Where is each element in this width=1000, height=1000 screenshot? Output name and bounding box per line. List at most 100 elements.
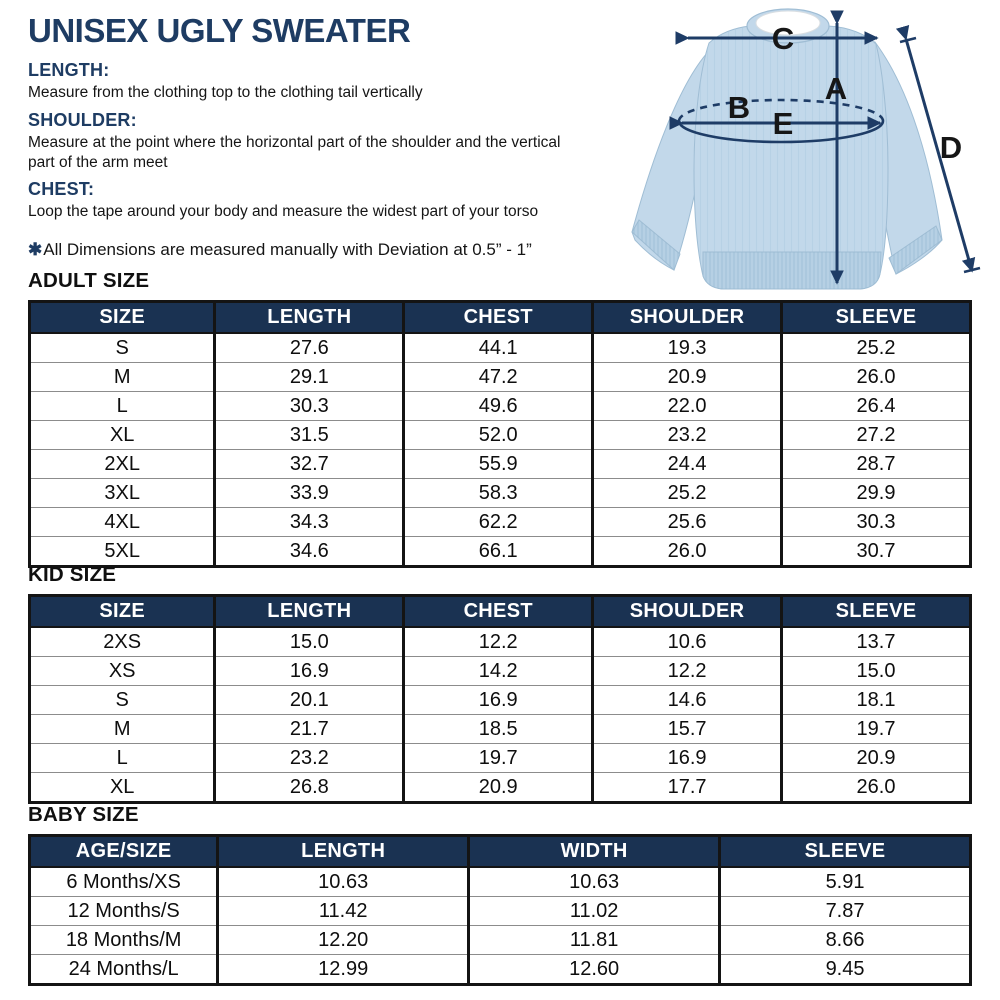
size-label-cell: 5XL: [29, 536, 215, 567]
definition-term-shoulder: SHOULDER:: [28, 109, 137, 130]
measurement-cell: 26.0: [591, 536, 782, 567]
size-label-cell: L: [29, 743, 215, 773]
size-label-cell: XL: [29, 420, 215, 450]
measurement-cell: 30.3: [213, 391, 404, 421]
measurement-cell: 14.6: [591, 685, 782, 715]
baby-size-section: BABY SIZE AGE/SIZE LENGTH WIDTH SLEEVE 6 Mo…: [28, 803, 972, 986]
size-label-cell: 3XL: [29, 478, 215, 508]
measurement-cell: 14.2: [402, 656, 593, 686]
table-row: 2XL 32.7 55.9 24.4 28.7: [29, 449, 971, 479]
measurement-cell: 22.0: [591, 391, 782, 421]
measurement-cell: 11.42: [216, 896, 469, 926]
measurement-cell: 19.7: [780, 714, 971, 744]
measurement-cell: 12.2: [402, 627, 593, 657]
size-label-cell: 6 Months/XS: [66, 871, 181, 893]
left-cuff-ribbing: [632, 220, 680, 270]
measurement-cell: 11.02: [467, 896, 720, 926]
column-header: SHOULDER: [591, 301, 782, 334]
measurement-cell: 58.3: [402, 478, 593, 508]
measurement-cell: 12.99: [216, 954, 469, 985]
adult-size-heading: ADULT SIZE: [28, 269, 150, 292]
table-row: XL 26.8 20.9 17.7 26.0: [29, 772, 971, 803]
table-row: XL 31.5 52.0 23.2 27.2: [29, 420, 971, 450]
size-label-cell: M: [29, 362, 215, 392]
sleeve-arrow-bottom-tick: [963, 266, 981, 274]
table-row: M 21.7 18.5 15.7 19.7: [29, 714, 971, 744]
measurement-cell: 55.9: [402, 449, 593, 479]
table-row: M 29.1 47.2 20.9 26.0: [29, 362, 971, 392]
column-header: LENGTH: [213, 595, 404, 628]
measurement-cell: 12.20: [216, 925, 469, 955]
label-e: E: [773, 106, 794, 141]
measurement-cell: 28.7: [780, 449, 971, 479]
measurement-cell: 15.0: [780, 656, 971, 686]
measurement-cell: 15.7: [591, 714, 782, 744]
adult-size-table: SIZE LENGTH CHEST SHOULDER SLEEVE S 27.6 44.1 1…: [28, 300, 972, 568]
column-header: SLEEVE: [780, 301, 971, 334]
measurement-cell: 20.1: [213, 685, 404, 715]
measurement-cell: 25.2: [780, 333, 971, 363]
measurement-cell: 20.9: [591, 362, 782, 392]
size-label-cell: XL: [29, 772, 215, 803]
column-header: WIDTH: [467, 835, 720, 868]
measurement-cell: 12.2: [591, 656, 782, 686]
measurement-cell: 62.2: [402, 507, 593, 537]
column-header: SLEEVE: [780, 595, 971, 628]
table-row: L 30.3 49.6 22.0 26.4: [29, 391, 971, 421]
measurement-cell: 16.9: [402, 685, 593, 715]
column-header: SLEEVE: [718, 835, 971, 868]
definition-text-shoulder: Measure at the point where the horizonta…: [28, 133, 561, 171]
table-row: 2XS 15.0 12.2 10.6 13.7: [30, 627, 971, 657]
measurement-cell: 18.5: [402, 714, 593, 744]
measurement-cell: 33.9: [213, 478, 404, 508]
table-row: 3XL 33.9 58.3 25.2 29.9: [29, 478, 971, 508]
label-d: D: [940, 130, 962, 165]
measurement-cell: 47.2: [402, 362, 593, 392]
adult-size-section: ADULT SIZE SIZE LENGTH CHEST SHOULDER SLEEVE…: [28, 269, 972, 568]
size-label-cell: M: [29, 714, 215, 744]
table-header-row: SIZE LENGTH CHEST SHOULDER SLEEVE: [29, 301, 971, 334]
measurement-cell: 66.1: [402, 536, 593, 567]
table-row: 6 Months/XS 10.63 10.63 5.91: [30, 867, 971, 897]
column-header: CHEST: [402, 595, 593, 628]
measurement-cell: 25.2: [591, 478, 782, 508]
measurement-cell: 34.3: [213, 507, 404, 537]
measurement-cell: 26.4: [780, 391, 971, 421]
page-title: UNISEX UGLY SWEATER: [28, 12, 411, 49]
size-label-cell: 18 Months/M: [29, 925, 218, 955]
sweater-measurement-diagram: C A B E D: [631, 8, 981, 290]
measurement-cell: 19.3: [591, 333, 782, 363]
chest-ellipse-solid: [677, 120, 885, 144]
measurement-cell: 52.0: [402, 420, 593, 450]
sweater-body-ribbing: [694, 23, 888, 289]
asterisk-icon: ✱: [28, 240, 43, 259]
definition-text-chest: Loop the tape around your body and measu…: [28, 203, 539, 221]
definition-term-length: LENGTH:: [28, 60, 110, 80]
size-label-cell: 12 Months/S: [29, 896, 218, 926]
measurement-cell: 23.2: [591, 420, 782, 450]
column-header: AGE/SIZE: [29, 835, 218, 868]
size-label-cell: 2XS: [103, 631, 142, 653]
measurement-cell: 31.5: [213, 420, 404, 450]
chest-ellipse-dashed: [677, 98, 885, 122]
table-row: XS 16.9 14.2 12.2 15.0: [29, 656, 971, 686]
measurement-cell: 26.0: [780, 772, 971, 803]
table-header-row: AGE/SIZE LENGTH WIDTH SLEEVE: [29, 835, 971, 868]
measurement-cell: 30.3: [780, 507, 971, 537]
measurement-cell: 27.2: [780, 420, 971, 450]
measurement-cell: 12.60: [467, 954, 720, 985]
table-row: 18 Months/M 12.20 11.81 8.66: [29, 925, 971, 955]
definition-text-length: Measure from the clothing top to the clo…: [28, 84, 423, 101]
measurement-cell: 25.6: [591, 507, 782, 537]
label-c: C: [772, 21, 794, 56]
definition-term-chest: CHEST:: [28, 179, 95, 200]
measurement-cell: 26.0: [780, 362, 971, 392]
measurement-cell: 11.81: [467, 925, 720, 955]
baby-size-table: AGE/SIZE LENGTH WIDTH SLEEVE 6 Months/XS 10.…: [28, 834, 972, 986]
measurement-cell: 49.6: [402, 391, 593, 421]
table-row: L 23.2 19.7 16.9 20.9: [29, 743, 971, 773]
measurement-cell: 34.6: [213, 536, 404, 567]
measurement-cell: 23.2: [213, 743, 404, 773]
measurement-cell: 18.1: [780, 685, 971, 715]
deviation-note: ✱All Dimensions are measured manually wi…: [28, 240, 532, 260]
